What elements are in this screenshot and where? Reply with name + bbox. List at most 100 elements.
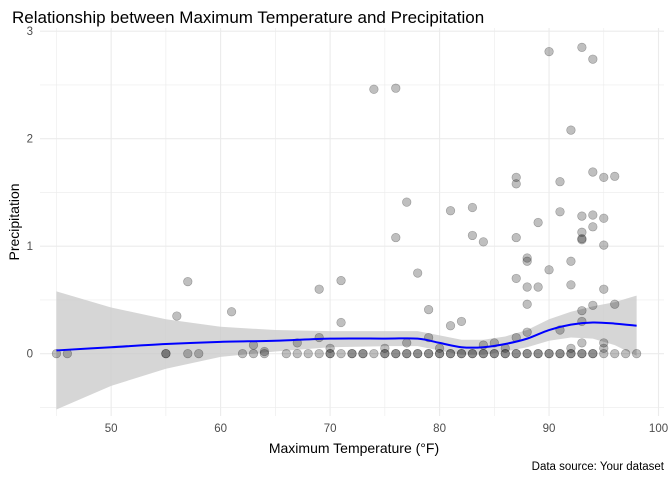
data-point <box>588 54 598 64</box>
data-point <box>511 172 521 182</box>
data-point <box>522 349 532 359</box>
y-axis-title: Precipitation <box>6 183 22 260</box>
data-point <box>566 349 576 359</box>
y-tick-label: 3 <box>27 26 33 38</box>
data-point <box>183 277 193 287</box>
data-point <box>566 280 576 290</box>
data-point <box>402 349 412 359</box>
data-point <box>610 349 620 359</box>
data-point <box>500 349 510 359</box>
data-point <box>303 349 313 359</box>
data-point <box>347 349 357 359</box>
data-point <box>391 83 401 93</box>
chart-caption: Data source: Your dataset <box>532 461 665 473</box>
data-point <box>577 211 587 221</box>
data-point <box>183 349 193 359</box>
data-point <box>522 282 532 292</box>
y-axis-ticks: 0 1 2 3 <box>27 26 33 360</box>
data-point <box>347 349 357 359</box>
data-point <box>402 197 412 207</box>
data-point <box>511 349 521 359</box>
data-point <box>336 275 346 286</box>
data-point <box>424 304 434 315</box>
data-point <box>478 237 488 247</box>
y-tick-label: 1 <box>27 241 33 253</box>
data-points <box>51 42 642 359</box>
data-point <box>259 346 270 357</box>
data-point <box>456 349 467 359</box>
data-point <box>555 207 565 217</box>
data-point <box>489 349 499 359</box>
data-point <box>325 349 335 359</box>
data-point <box>478 349 488 359</box>
data-point <box>610 299 620 309</box>
chart-title: Relationship between Maximum Temperature… <box>12 8 484 27</box>
data-point <box>445 349 456 359</box>
y-tick-label: 0 <box>27 349 33 361</box>
data-point <box>599 343 609 353</box>
data-point <box>489 349 499 359</box>
data-point <box>544 349 554 359</box>
data-point <box>194 349 204 359</box>
x-tick-label: 90 <box>543 423 556 435</box>
data-point <box>577 306 587 316</box>
data-point <box>566 343 576 353</box>
data-point <box>292 349 302 359</box>
data-point <box>402 338 412 348</box>
x-tick-label: 100 <box>649 423 668 435</box>
data-point <box>172 311 182 321</box>
data-point <box>325 349 335 359</box>
data-point <box>336 317 346 328</box>
data-point <box>445 206 456 216</box>
data-point <box>610 171 620 181</box>
data-point <box>413 349 423 359</box>
data-point <box>314 332 324 343</box>
data-point <box>445 349 456 359</box>
data-point <box>467 349 478 359</box>
data-point <box>161 349 171 359</box>
grid-major <box>40 28 664 416</box>
data-point <box>434 349 445 359</box>
grid-minor <box>40 28 664 416</box>
data-point <box>369 349 379 359</box>
data-point <box>424 349 434 359</box>
x-axis-title: Maximum Temperature (°F) <box>269 440 439 456</box>
data-point <box>478 349 488 359</box>
data-point <box>413 349 423 359</box>
data-point <box>380 349 390 359</box>
data-point <box>566 349 576 359</box>
data-point <box>467 230 478 241</box>
data-point <box>599 240 609 250</box>
data-point <box>434 343 445 353</box>
data-point <box>555 349 565 359</box>
data-point <box>325 343 335 353</box>
data-point <box>456 316 467 327</box>
data-point <box>544 265 554 275</box>
data-point <box>402 349 412 359</box>
data-point <box>577 338 587 348</box>
data-point <box>588 349 598 359</box>
data-point <box>621 349 631 359</box>
data-point <box>369 84 379 94</box>
data-point <box>544 349 554 359</box>
data-point <box>161 349 171 359</box>
data-point <box>467 349 478 359</box>
data-point <box>522 327 532 337</box>
x-axis-ticks: 50 60 70 80 90 100 <box>105 423 668 435</box>
data-point <box>456 349 467 359</box>
data-point <box>391 232 401 243</box>
x-tick-label: 50 <box>105 423 118 435</box>
data-point <box>555 349 565 359</box>
data-point <box>336 349 346 359</box>
data-point <box>358 349 368 359</box>
confidence-band <box>56 291 637 410</box>
data-point <box>555 177 565 187</box>
data-point <box>566 256 576 266</box>
data-point <box>314 284 324 294</box>
data-point <box>522 253 532 263</box>
data-point <box>248 349 259 359</box>
data-point <box>588 222 598 232</box>
data-point <box>522 349 532 359</box>
data-point <box>511 179 521 189</box>
